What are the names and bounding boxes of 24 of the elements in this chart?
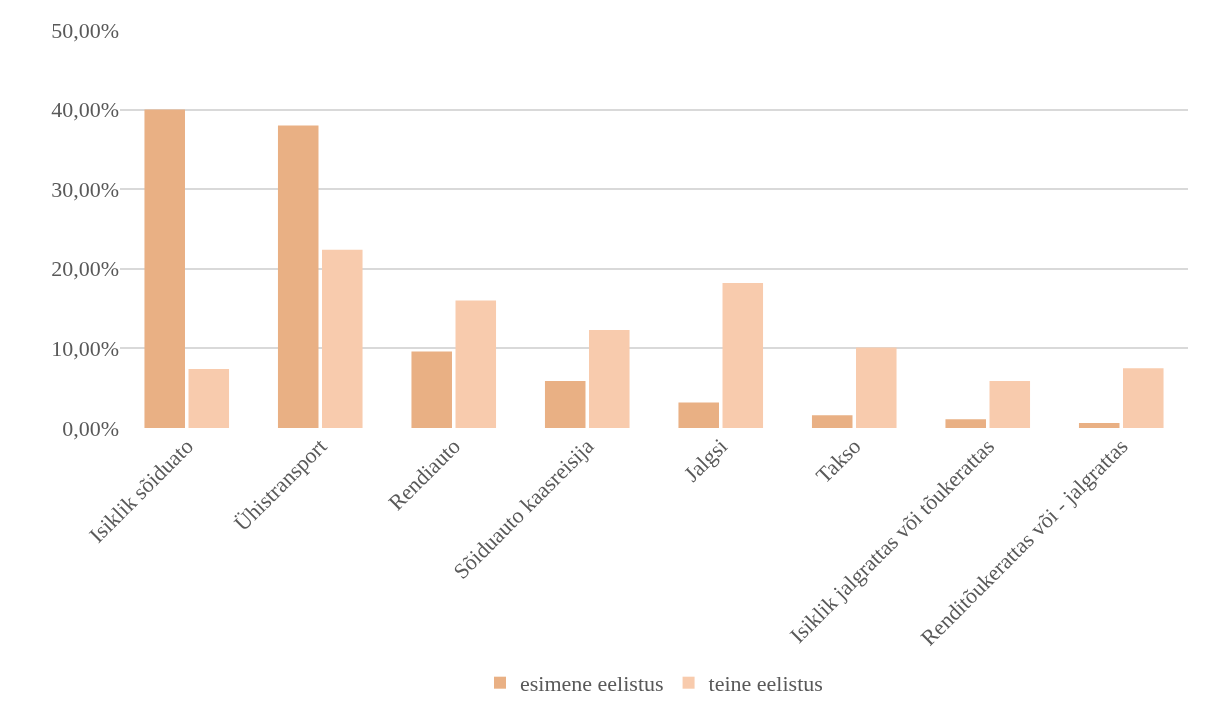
bar bbox=[856, 347, 897, 428]
y-tick-label: 30,00% bbox=[51, 176, 119, 202]
bar bbox=[1078, 423, 1120, 428]
bar bbox=[1123, 368, 1164, 428]
bar bbox=[411, 351, 452, 428]
y-tick-label: 50,00% bbox=[51, 17, 119, 43]
bar bbox=[188, 369, 230, 428]
y-tick-label: 0,00% bbox=[62, 415, 119, 441]
bar bbox=[989, 380, 1031, 428]
bar bbox=[811, 415, 853, 428]
bar bbox=[678, 402, 719, 428]
y-tick-label: 10,00% bbox=[51, 336, 119, 362]
bar bbox=[722, 283, 764, 428]
bar bbox=[589, 330, 630, 428]
bar bbox=[322, 249, 363, 428]
legend-label: esimene eelistus bbox=[520, 671, 664, 697]
y-tick-label: 40,00% bbox=[51, 97, 119, 123]
legend-label: teine eelistus bbox=[708, 671, 823, 697]
bar bbox=[945, 419, 986, 428]
bar bbox=[544, 380, 586, 428]
bar bbox=[455, 300, 497, 428]
bar bbox=[277, 125, 319, 428]
y-tick-label: 20,00% bbox=[51, 256, 119, 282]
bar bbox=[144, 109, 185, 428]
